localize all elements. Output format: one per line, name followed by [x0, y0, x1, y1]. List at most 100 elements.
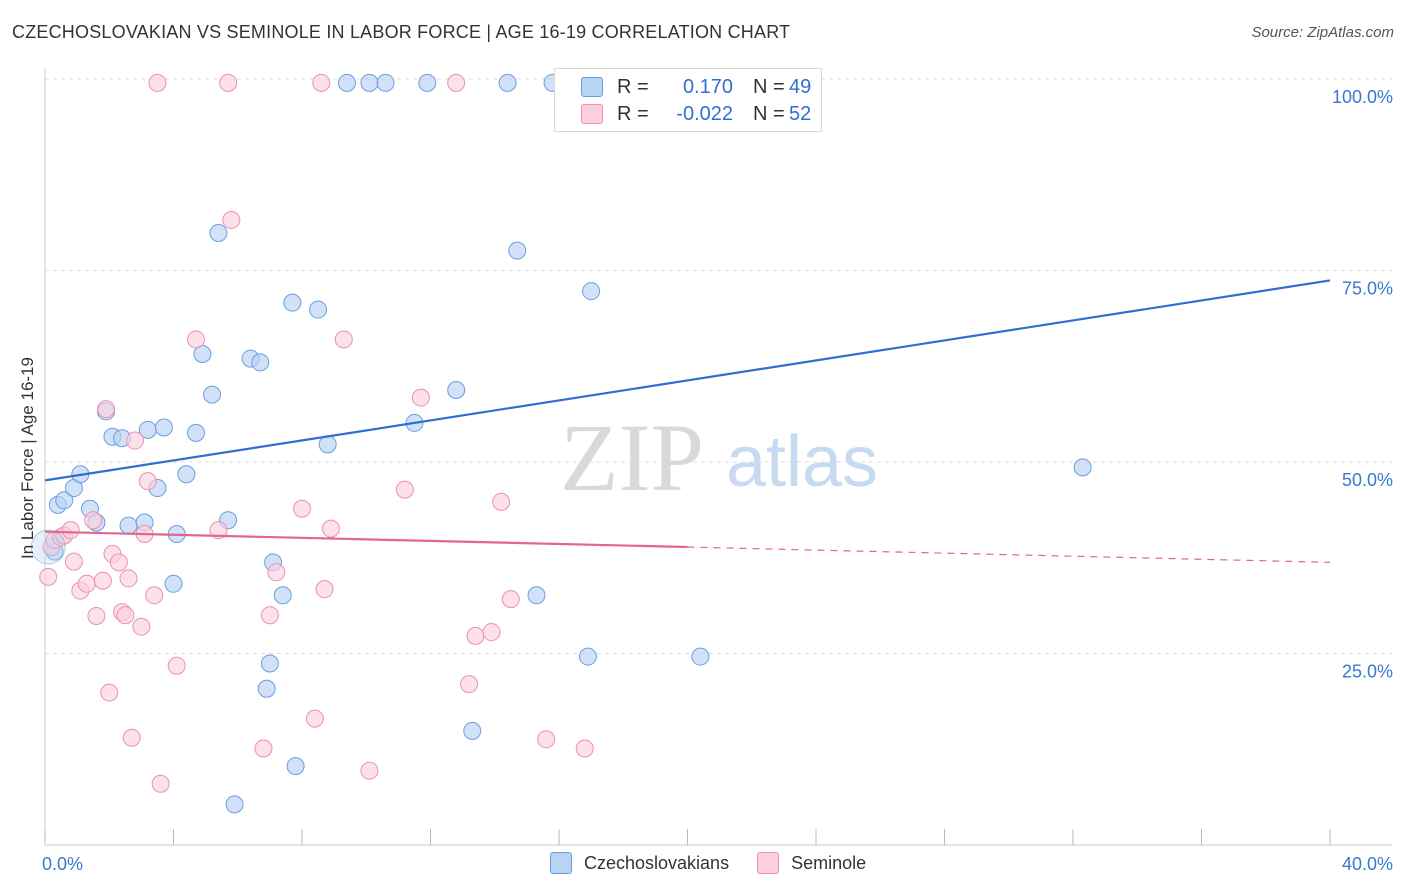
gridlines [45, 78, 1392, 654]
seminole-point [167, 656, 186, 675]
data-points [30, 73, 1092, 814]
legend-label: Czechoslovakians [584, 852, 730, 873]
n-label: N = [753, 75, 785, 98]
czechoslovakians-point [164, 574, 183, 593]
y-axis-title: In Labor Force | Age 16-19 [18, 357, 37, 559]
n-label: N = [753, 102, 785, 125]
seminole-point [222, 210, 241, 229]
czechoslovakians-point [225, 795, 244, 814]
trend-lines [44, 279, 1331, 563]
seminole-point [482, 623, 501, 642]
czechoslovakians-point [154, 418, 173, 437]
y-tick-label: 100.0% [1332, 87, 1393, 107]
seminole-point [575, 739, 594, 758]
czechoslovakians-point-cluster [30, 529, 66, 565]
axis-labels: 25.0% 50.0% 75.0% 100.0% 0.0% 40.0% In Labor F… [18, 87, 1393, 874]
pink-swatch [757, 852, 780, 874]
seminole-point [492, 492, 511, 511]
seminole-point [125, 431, 144, 450]
czechoslovakians-point [418, 73, 437, 92]
czechoslovakians-point [527, 586, 546, 605]
czechoslovakians-point [376, 73, 395, 92]
seminole-point [116, 606, 135, 625]
seminole-point [100, 683, 119, 702]
seminole-point [109, 553, 128, 572]
r-label: R = [617, 102, 649, 125]
seminole-point [186, 330, 205, 349]
seminole-point [254, 739, 273, 758]
axes [44, 68, 1392, 846]
blue-swatch [581, 77, 603, 97]
legend-row-czechoslovakians: R = 0.170 N = 49 [581, 74, 811, 100]
czechoslovakians-point [251, 353, 270, 372]
watermark-atlas: atlas [726, 422, 878, 502]
r-value: -0.022 [676, 102, 733, 125]
blue-swatch [550, 852, 572, 874]
r-value: 0.170 [682, 75, 733, 98]
seminole-point [466, 626, 485, 645]
czechoslovakians-point [257, 679, 276, 698]
source-label: Source: ZipAtlas.com [1251, 24, 1394, 41]
seminole-point [39, 567, 58, 586]
y-tick-label: 50.0% [1342, 470, 1393, 490]
czechoslovakians-point [498, 73, 517, 92]
seminole-point [145, 586, 164, 605]
n-value: 52 [789, 102, 812, 125]
seminole-point [87, 606, 106, 625]
czechoslovakians-point [337, 73, 356, 92]
czechoslovakians-point [582, 282, 601, 301]
czechoslovakians-point [286, 757, 305, 776]
czechoslovakians-point [209, 223, 228, 242]
seminole-point [93, 571, 112, 590]
n-value: 49 [789, 75, 812, 98]
seminole-point [64, 552, 83, 571]
seminole-point [501, 590, 520, 609]
seminole-point [260, 606, 279, 625]
seminole-point [460, 675, 479, 694]
seminole-point [360, 761, 379, 780]
czechoslovakians-point [119, 516, 138, 535]
czechoslovakians-point [508, 241, 527, 260]
legend-item-czechoslovakians[interactable]: Czechoslovakians [550, 852, 729, 874]
seminole-point [84, 511, 103, 530]
seminole-point [293, 499, 311, 518]
legend-label: Seminole [791, 852, 867, 873]
seminole-trend-line [44, 530, 688, 549]
czechoslovakians-point [578, 647, 597, 666]
watermark-zip: ZIP [560, 404, 704, 511]
czechoslovakians-trend-line [44, 279, 1331, 482]
series-legend: Czechoslovakians Seminole [550, 852, 894, 874]
seminole-point [61, 521, 80, 540]
seminole-point [537, 730, 556, 749]
czechoslovakians-point [360, 73, 379, 92]
czechoslovakians-point [1073, 458, 1092, 477]
seminole-point [97, 400, 116, 419]
y-tick-label: 75.0% [1342, 279, 1393, 299]
seminole-point [447, 73, 466, 92]
czechoslovakians-point [55, 491, 74, 510]
x-tick-label: 0.0% [42, 854, 83, 874]
seminole-trend-extension [687, 546, 1331, 563]
legend-item-seminole[interactable]: Seminole [757, 852, 866, 874]
legend-row-seminole: R = -0.022 N = 52 [581, 101, 811, 127]
czechoslovakians-point [203, 385, 222, 404]
seminole-point [334, 330, 353, 349]
seminole-point [151, 774, 170, 793]
seminole-point [305, 709, 324, 728]
seminole-point [209, 521, 228, 540]
czechoslovakians-point [447, 380, 466, 399]
chart-title: CZECHOSLOVAKIAN VS SEMINOLE IN LABOR FOR… [12, 22, 791, 42]
seminole-point [122, 728, 141, 747]
seminole-point [411, 388, 430, 407]
seminole-point [132, 617, 151, 636]
seminole-point [321, 519, 340, 538]
czechoslovakians-point [260, 654, 279, 673]
watermark: ZIP atlas [560, 404, 878, 511]
czechoslovakians-point [691, 647, 710, 666]
seminole-point [219, 73, 238, 92]
x-tick-label: 40.0% [1342, 854, 1393, 874]
seminole-point [138, 472, 157, 491]
y-tick-label: 25.0% [1342, 662, 1393, 682]
pink-swatch [581, 104, 603, 124]
